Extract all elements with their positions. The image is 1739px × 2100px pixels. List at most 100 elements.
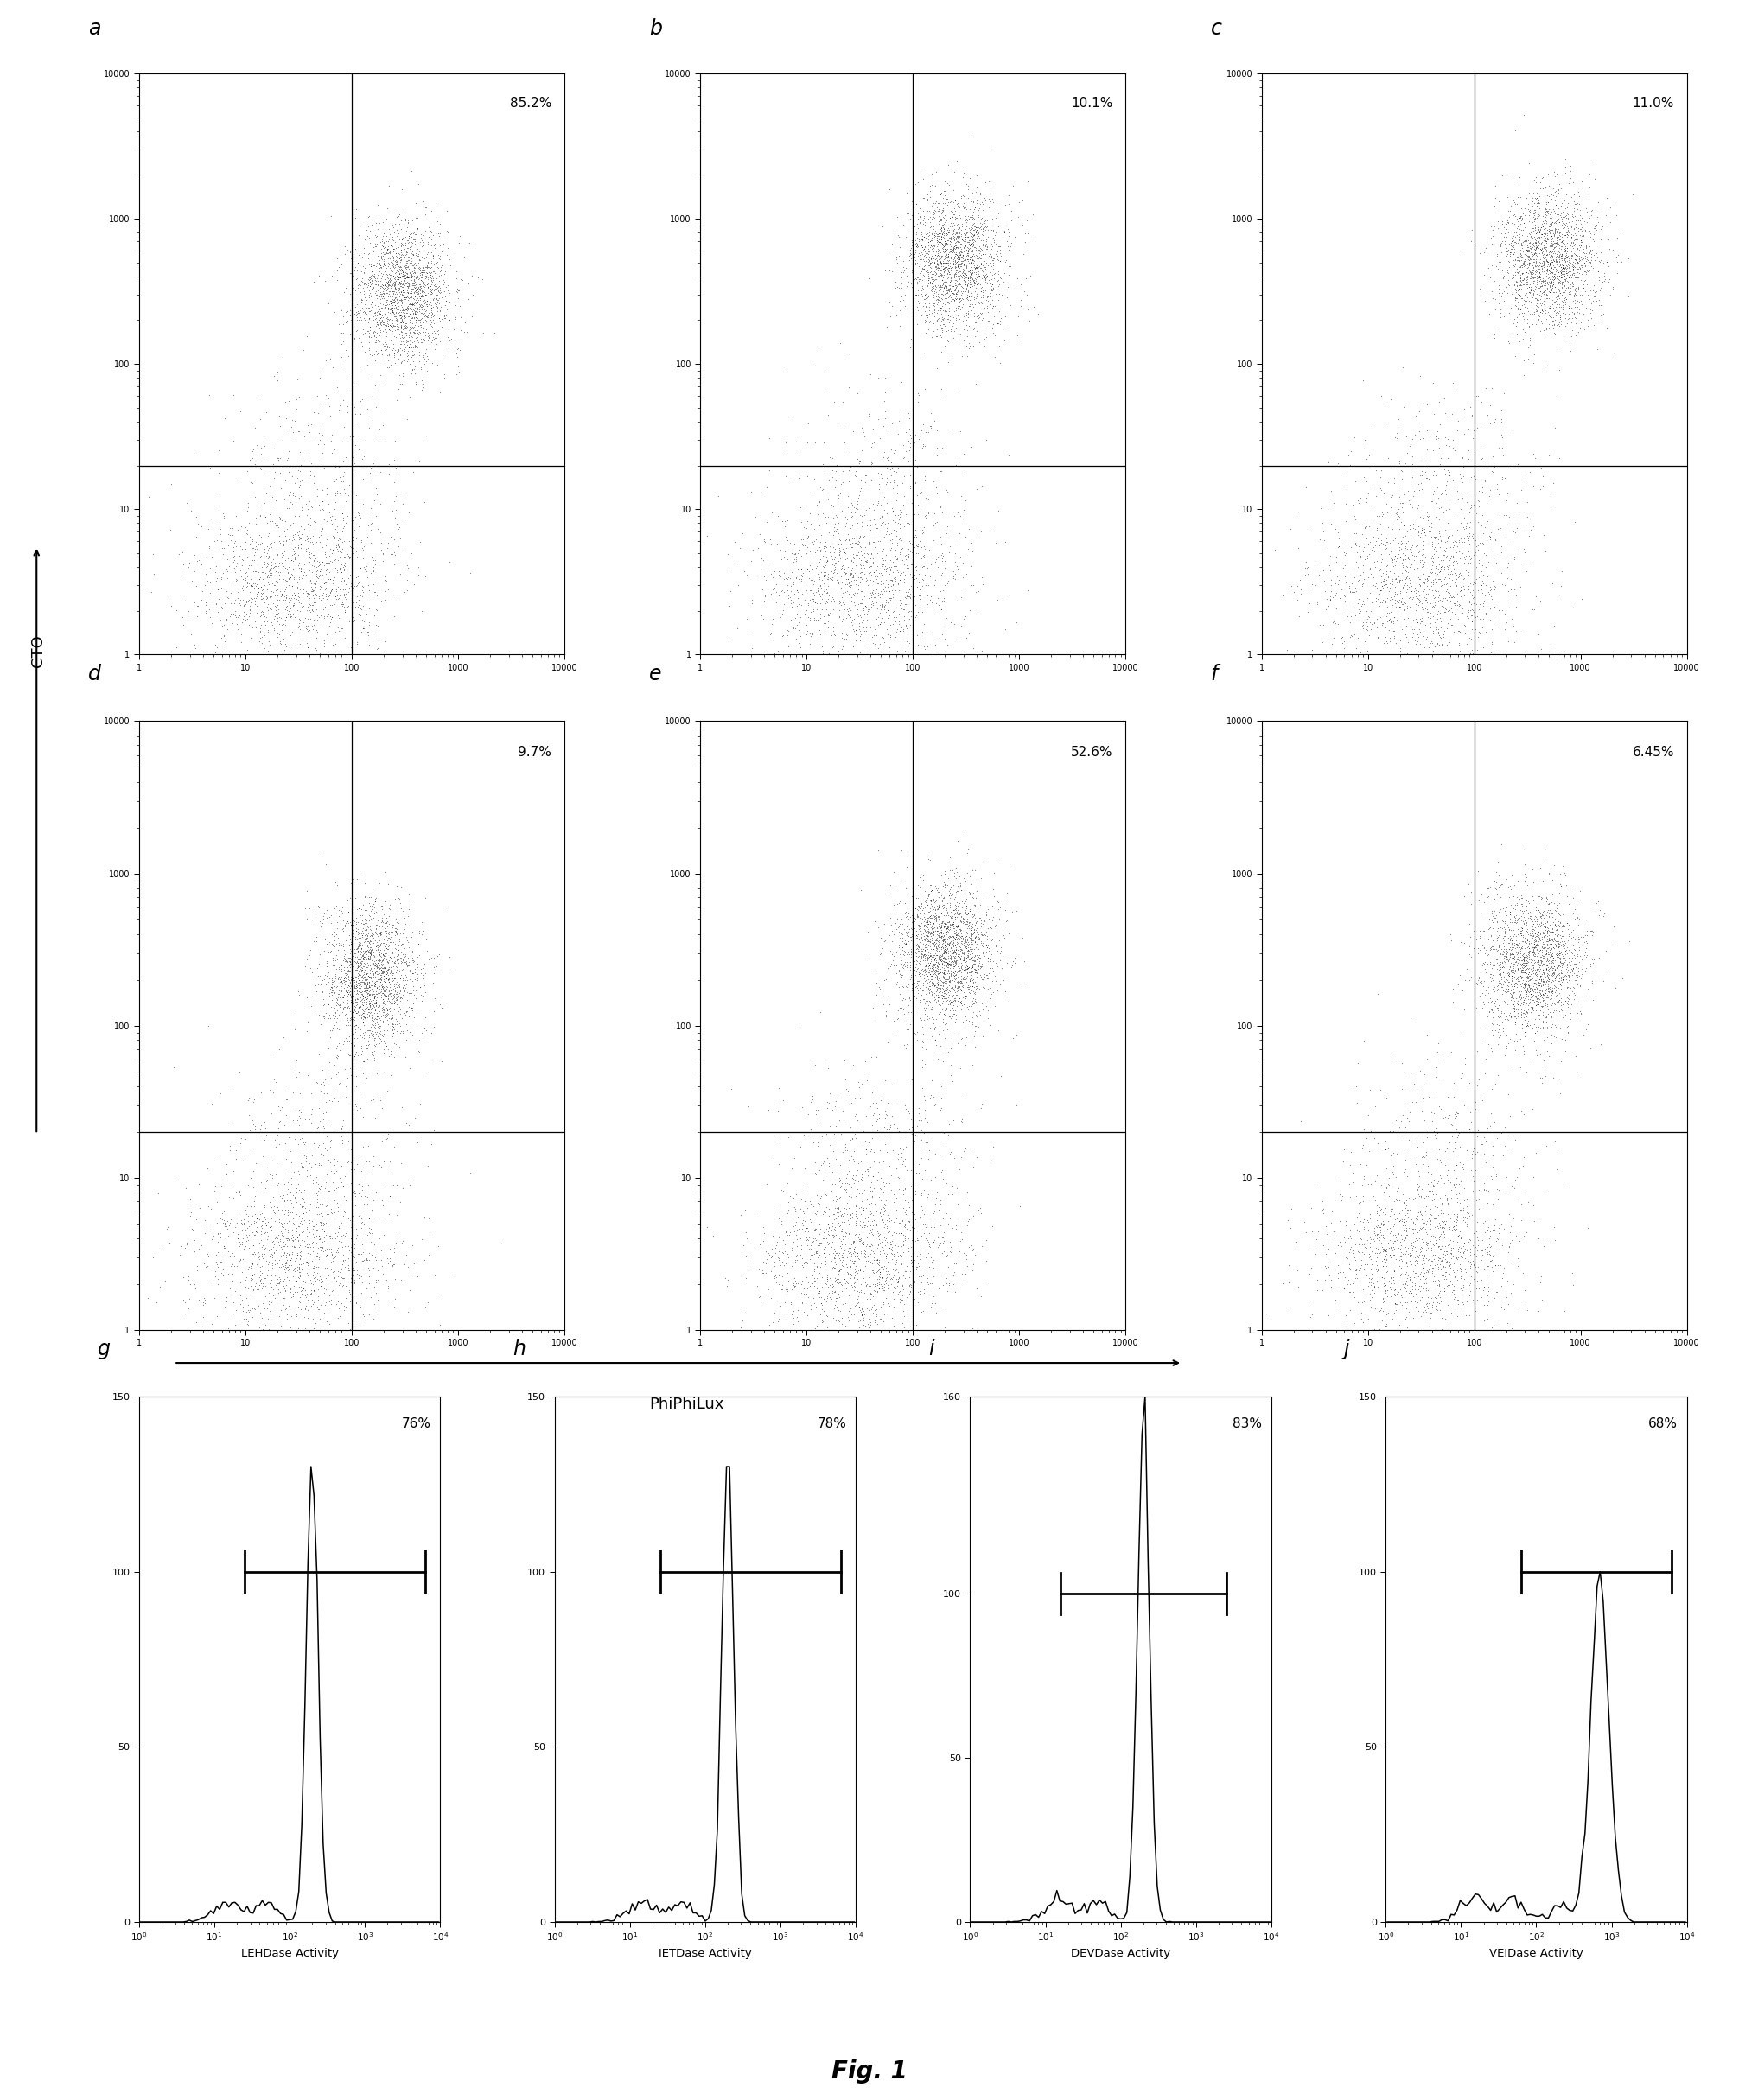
Point: [1384, 491, 1412, 525]
Point: [805, 1235, 833, 1268]
Point: [383, 966, 410, 1000]
Point: [1574, 1010, 1602, 1044]
Point: [1311, 565, 1339, 598]
Point: [929, 880, 956, 913]
Point: [920, 281, 948, 315]
Point: [821, 1168, 849, 1201]
Point: [918, 926, 946, 960]
Point: [1372, 611, 1400, 645]
Point: [939, 248, 967, 281]
Point: [351, 934, 379, 968]
Point: [1541, 160, 1569, 193]
Point: [1579, 212, 1607, 246]
Point: [876, 563, 904, 596]
Point: [310, 1214, 337, 1247]
Point: [788, 523, 816, 556]
Point: [1457, 542, 1485, 575]
Point: [932, 928, 960, 962]
Point: [301, 584, 329, 617]
Point: [1405, 582, 1433, 615]
Point: [909, 983, 937, 1016]
Point: [419, 1010, 447, 1044]
Point: [922, 903, 949, 937]
Point: [937, 250, 965, 284]
Point: [257, 485, 285, 519]
Point: [1511, 210, 1539, 244]
Point: [379, 332, 407, 365]
Point: [1490, 979, 1518, 1012]
Point: [962, 231, 989, 265]
Point: [1377, 540, 1405, 573]
Point: [953, 951, 981, 985]
Point: [400, 254, 428, 288]
Point: [367, 262, 395, 296]
Point: [958, 235, 986, 269]
Point: [876, 531, 904, 565]
Point: [431, 300, 459, 334]
Point: [960, 1132, 988, 1166]
Point: [943, 972, 970, 1006]
Point: [370, 1006, 398, 1040]
Point: [1527, 250, 1555, 284]
Point: [1558, 229, 1586, 262]
Point: [885, 500, 913, 533]
Point: [1400, 571, 1428, 605]
Point: [235, 1231, 263, 1264]
Point: [398, 1228, 426, 1262]
Point: [946, 972, 974, 1006]
Point: [1370, 569, 1398, 603]
Point: [909, 208, 937, 242]
Point: [360, 972, 388, 1006]
Point: [320, 1254, 348, 1287]
Point: [1548, 199, 1576, 233]
Point: [388, 895, 416, 928]
Point: [1534, 916, 1562, 949]
Point: [1318, 563, 1346, 596]
Point: [1424, 527, 1452, 561]
Point: [1497, 953, 1525, 987]
Point: [1405, 395, 1433, 428]
Point: [932, 254, 960, 288]
Point: [1334, 1222, 1362, 1256]
Point: [398, 260, 426, 294]
Point: [405, 254, 433, 288]
Point: [282, 531, 310, 565]
Point: [1389, 1203, 1417, 1237]
Point: [932, 227, 960, 260]
Point: [1449, 1184, 1476, 1218]
Point: [308, 472, 336, 506]
Point: [915, 987, 943, 1021]
Point: [1377, 638, 1405, 672]
Point: [835, 563, 863, 596]
Point: [1471, 1136, 1499, 1170]
Point: [374, 945, 402, 979]
Point: [362, 924, 390, 958]
Point: [174, 1292, 202, 1325]
Point: [1511, 244, 1539, 277]
Point: [1466, 964, 1494, 998]
Point: [1365, 1231, 1393, 1264]
Point: [221, 1226, 249, 1260]
Point: [1421, 454, 1449, 487]
Point: [313, 552, 341, 586]
Point: [362, 985, 390, 1018]
Point: [913, 905, 941, 939]
Point: [943, 918, 970, 951]
Point: [275, 582, 303, 615]
Point: [1414, 460, 1442, 493]
Point: [887, 1258, 915, 1292]
Point: [805, 569, 833, 603]
Point: [1386, 563, 1414, 596]
Point: [1542, 216, 1570, 250]
Point: [1438, 1035, 1466, 1069]
Point: [923, 983, 951, 1016]
Point: [1563, 968, 1591, 1002]
Point: [1388, 586, 1416, 619]
Point: [760, 1260, 788, 1294]
Point: [856, 1268, 883, 1302]
Point: [1360, 1268, 1388, 1302]
Point: [372, 884, 400, 918]
Point: [1469, 1174, 1497, 1208]
Point: [271, 1128, 299, 1161]
Point: [1576, 281, 1603, 315]
